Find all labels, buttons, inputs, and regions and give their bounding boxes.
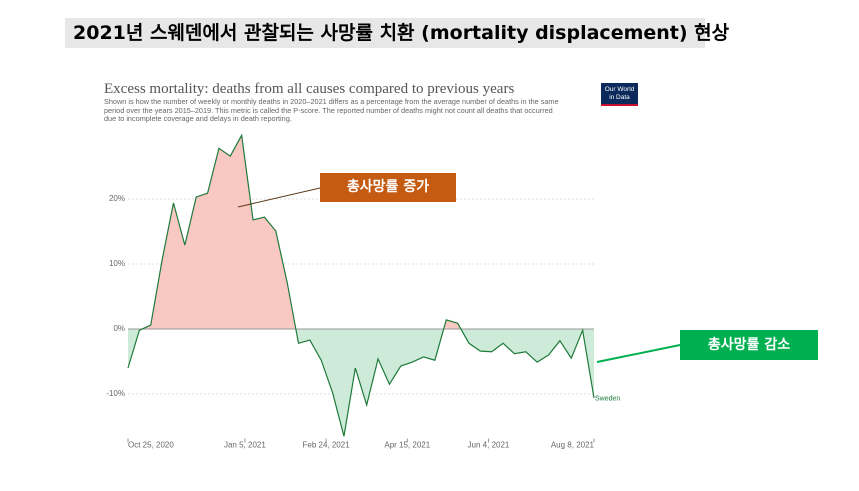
chart-title: Excess mortality: deaths from all causes… (104, 81, 515, 97)
x-tick-label: Jun 4, 2021 (468, 441, 510, 450)
logo-text: in Data (609, 93, 630, 101)
annotation: 총사망률 감소 (680, 330, 818, 360)
x-tick-label: Apr 15, 2021 (384, 441, 430, 450)
y-tick-label: -10% (106, 389, 125, 398)
chart-subtitle: Shown is how the number of weekly or mon… (104, 97, 559, 124)
logo: Our World in Data (601, 83, 638, 106)
y-tick-label: 10% (109, 259, 125, 268)
line (127, 133, 595, 437)
y-tick-label: 0% (113, 324, 125, 333)
slide-title: 2021년 스웨덴에서 관찰되는 사망률 치환 (mortality displ… (65, 18, 729, 48)
logo-text: Our World (604, 86, 635, 93)
y-tick-label: 20% (109, 194, 125, 203)
x-tick-label: Aug 8, 2021 (551, 441, 595, 450)
x-tick-label: Feb 24, 2021 (303, 441, 351, 450)
series-label: Sweden (595, 396, 620, 403)
area-negative (128, 329, 594, 437)
x-tick-label: Jan 5, 2021 (224, 441, 266, 450)
annotation-connector (596, 344, 681, 363)
annotation-connector (237, 187, 321, 208)
area-positive (128, 135, 594, 329)
x-tick-label: Oct 25, 2020 (128, 441, 174, 450)
annotation: 총사망률 증가 (320, 173, 456, 202)
